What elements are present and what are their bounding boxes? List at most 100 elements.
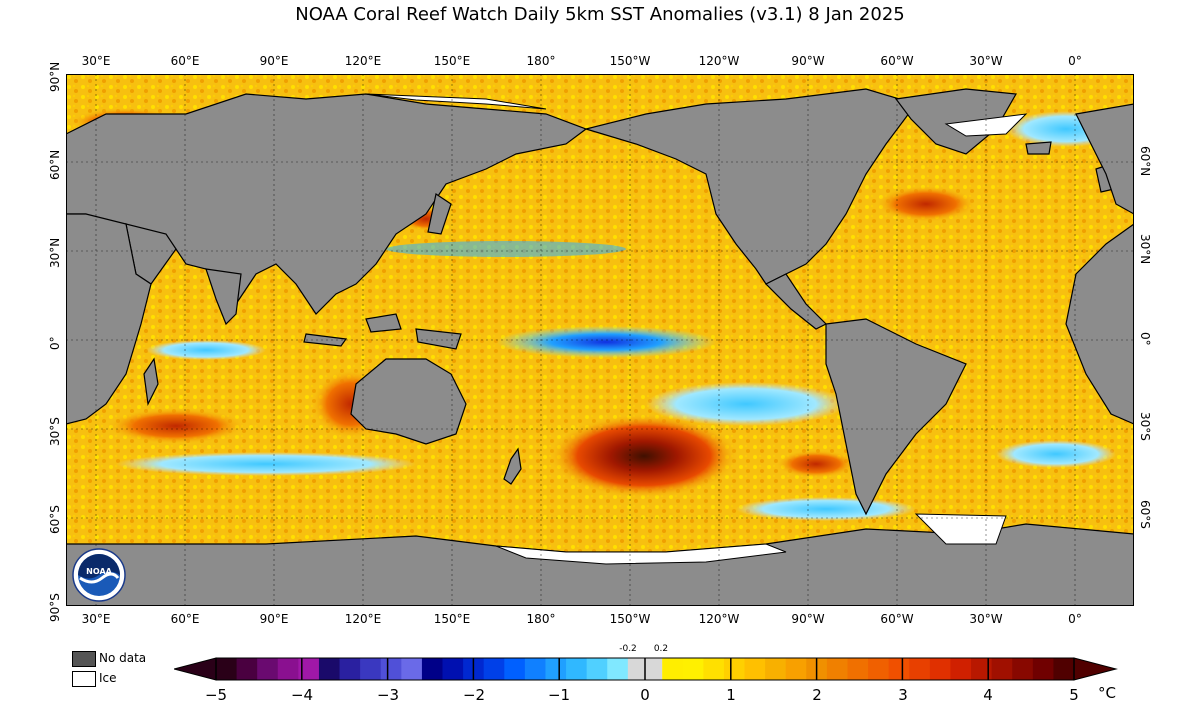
colorbar-segment <box>744 658 766 680</box>
lon-tick-top: 0° <box>1068 54 1082 68</box>
colorbar-small-label: -0.2 <box>619 644 637 654</box>
equatorial-pacific-cool-anomaly <box>496 326 716 358</box>
ice-swatch <box>72 671 96 687</box>
colorbar-segment <box>380 658 402 680</box>
colorbar-segment <box>929 658 951 680</box>
colorbar-segment <box>339 658 361 680</box>
colorbar-label: −3 <box>376 686 400 704</box>
colorbar-segment <box>586 658 608 680</box>
colorbar-segment <box>909 658 931 680</box>
lon-tick-top: 150°E <box>433 54 471 68</box>
south-indian-warm-anomaly <box>106 408 246 444</box>
kuroshio-cool-band <box>386 241 626 257</box>
africa-west-land <box>1065 223 1134 425</box>
south-america-land <box>825 318 967 516</box>
lat-tick-left: 30°N <box>48 237 62 268</box>
colorbar-segment <box>421 658 444 680</box>
lon-tick-top: 180° <box>526 54 556 68</box>
colorbar-min-arrow <box>174 657 217 681</box>
colorbar-label: 4 <box>983 686 993 704</box>
borneo-land <box>365 313 402 333</box>
colorbar-segment <box>950 658 972 680</box>
colorbar-segment <box>662 658 684 680</box>
colorbar-segment <box>504 658 526 680</box>
lon-tick-top: 30°W <box>969 54 1003 68</box>
new-zealand-land <box>503 447 522 485</box>
colorbar-segment <box>868 658 890 680</box>
madagascar-land <box>143 357 159 407</box>
lon-tick-top: 90°W <box>791 54 825 68</box>
europe-land <box>1075 103 1134 215</box>
lat-tick-left: 60°N <box>48 149 62 180</box>
noaa-logo: NOAA <box>72 548 126 602</box>
no-data-swatch <box>72 651 96 667</box>
india-land <box>205 268 242 326</box>
iceland-land <box>1025 141 1052 155</box>
lon-tick-bottom: 120°E <box>344 612 382 626</box>
antarctica-land <box>66 523 1134 606</box>
lon-tick-top: 120°E <box>344 54 382 68</box>
no-data-label: No data <box>99 651 147 665</box>
colorbar-label: −1 <box>547 686 571 704</box>
colorbar-frame <box>215 657 1075 681</box>
colorbar-segment <box>888 658 910 680</box>
map-title: NOAA Coral Reef Watch Daily 5km SST Anom… <box>295 4 905 25</box>
colorbar-label: −4 <box>290 686 314 704</box>
arctic-ice <box>365 93 547 110</box>
colorbar-segment <box>483 658 505 680</box>
lat-tick-left: 0° <box>48 336 62 350</box>
colorbar <box>174 657 1118 681</box>
lon-tick-bottom: 180° <box>526 612 556 626</box>
indonesia-land <box>303 333 348 347</box>
lon-tick-bottom: 30°E <box>81 612 111 626</box>
colorbar-segment <box>524 658 546 680</box>
lon-tick-bottom: 150°W <box>609 612 651 626</box>
southern-ocean-cool-band <box>116 452 416 476</box>
colorbar-segment <box>401 658 423 680</box>
southeast-pacific-cool-anomaly <box>646 382 846 426</box>
map-frame <box>66 74 1134 606</box>
lat-tick-left: 30°S <box>48 417 62 446</box>
lat-tick-right: 60°N <box>1138 146 1152 177</box>
japan-land <box>427 193 452 235</box>
sst-anomaly-map <box>66 74 1134 606</box>
lat-tick-right: 30°N <box>1138 234 1152 265</box>
lat-tick-right: 60°S <box>1138 500 1152 529</box>
colorbar-segment <box>785 658 807 680</box>
colorbar-segment <box>216 658 238 680</box>
indian-ocean-cool-band <box>146 340 266 360</box>
lon-tick-top: 30°E <box>81 54 111 68</box>
colorbar-segment <box>971 658 993 680</box>
colorbar-small-label: 0.2 <box>653 644 669 654</box>
lon-tick-top: 150°W <box>609 54 651 68</box>
lon-tick-bottom: 60°W <box>880 612 914 626</box>
colorbar-segment <box>277 658 299 680</box>
colorbar-label: −2 <box>462 686 486 704</box>
lat-tick-right: 30°S <box>1138 412 1152 441</box>
colorbar-label: 3 <box>898 686 908 704</box>
colorbar-unit: °C <box>1098 684 1116 702</box>
colorbar-segment <box>1032 658 1054 680</box>
colorbar-segment <box>298 658 320 680</box>
north-america-land <box>583 88 917 285</box>
colorbar-label: 0 <box>640 686 650 704</box>
north-atlantic-warm-anomaly <box>876 186 976 222</box>
colorbar-segment <box>545 658 567 680</box>
colorbar-label: 2 <box>812 686 822 704</box>
colorbar-segment <box>236 658 258 680</box>
australia-land <box>350 358 467 445</box>
africa-east-land <box>66 213 152 425</box>
colorbar-label: 1 <box>726 686 736 704</box>
lat-tick-left: 90°N <box>48 61 62 92</box>
new-guinea-land <box>415 328 462 350</box>
colorbar-segment <box>703 658 725 680</box>
land-masses <box>66 88 1134 606</box>
colorbar-segment <box>1053 658 1075 680</box>
ross-sea-ice <box>495 543 787 565</box>
south-east-pacific-warm-anomaly <box>776 450 856 478</box>
colorbar-label: −5 <box>204 686 228 704</box>
lon-tick-bottom: 150°E <box>433 612 471 626</box>
colorbar-max-arrow <box>1073 657 1118 681</box>
colorbar-segment <box>318 658 341 680</box>
lon-tick-bottom: 90°W <box>791 612 825 626</box>
